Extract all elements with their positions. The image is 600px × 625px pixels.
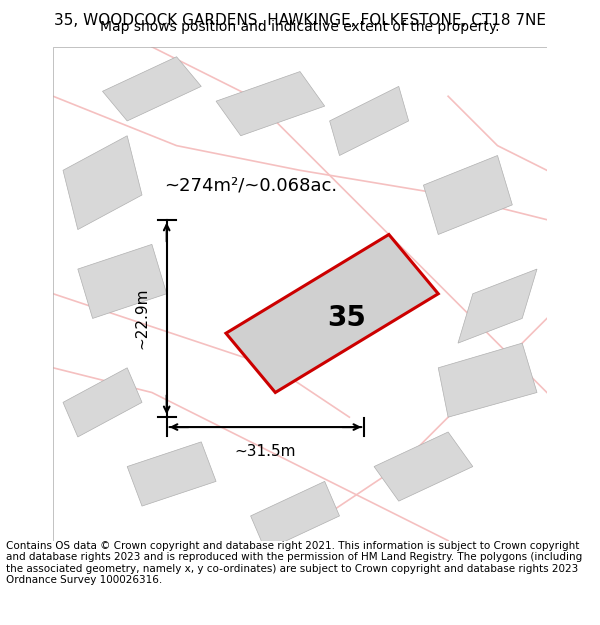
Text: ~31.5m: ~31.5m [235, 444, 296, 459]
Polygon shape [458, 269, 537, 343]
Polygon shape [251, 481, 340, 551]
Polygon shape [226, 234, 438, 392]
Text: 35, WOODCOCK GARDENS, HAWKINGE, FOLKESTONE, CT18 7NE: 35, WOODCOCK GARDENS, HAWKINGE, FOLKESTO… [54, 13, 546, 28]
Polygon shape [374, 432, 473, 501]
Polygon shape [438, 343, 537, 418]
Polygon shape [424, 156, 512, 234]
Text: Map shows position and indicative extent of the property.: Map shows position and indicative extent… [100, 20, 500, 34]
Text: ~22.9m: ~22.9m [134, 288, 149, 349]
Text: Contains OS data © Crown copyright and database right 2021. This information is : Contains OS data © Crown copyright and d… [6, 541, 582, 586]
Polygon shape [78, 244, 167, 318]
Polygon shape [103, 57, 201, 121]
Polygon shape [63, 368, 142, 437]
Text: 35: 35 [328, 304, 367, 332]
Polygon shape [216, 71, 325, 136]
Polygon shape [127, 442, 216, 506]
Polygon shape [63, 136, 142, 229]
Polygon shape [329, 86, 409, 156]
Text: ~274m²/~0.068ac.: ~274m²/~0.068ac. [164, 176, 337, 194]
